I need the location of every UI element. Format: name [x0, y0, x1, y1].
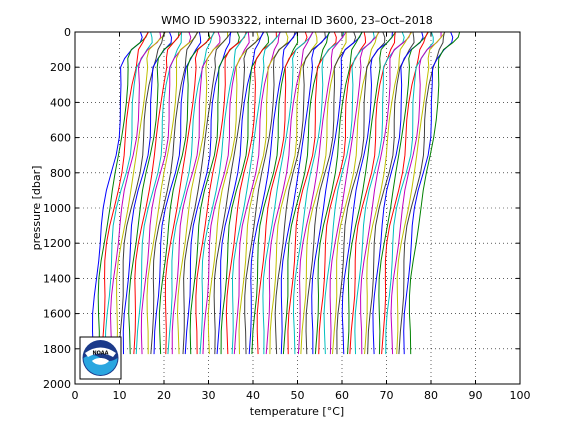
- profile-line: [199, 31, 248, 355]
- y-tick-label: 1600: [43, 308, 71, 321]
- profile-line: [207, 31, 259, 355]
- axis-ticks: [74, 31, 521, 385]
- noaa-logo-text: NOAA: [92, 351, 108, 357]
- profile-line: [364, 31, 413, 355]
- y-tick-label: 1400: [43, 272, 71, 285]
- profile-line: [354, 31, 405, 355]
- x-tick-label: 100: [510, 389, 531, 402]
- profile-line: [233, 31, 281, 355]
- profile-line: [244, 31, 296, 355]
- profile-line: [133, 31, 183, 355]
- profile-line: [282, 31, 330, 355]
- profile-line: [184, 31, 232, 355]
- profile-line: [408, 31, 461, 355]
- profile-line: [398, 31, 445, 355]
- y-tick-label: 800: [50, 167, 71, 180]
- y-tick-label: 600: [50, 132, 71, 145]
- profile-line: [248, 31, 298, 355]
- profile-line: [92, 31, 143, 355]
- profile-line: [146, 31, 198, 355]
- profile-line: [331, 31, 379, 355]
- profile-line: [128, 31, 180, 355]
- profile-line: [116, 31, 166, 355]
- profile-line: [323, 31, 375, 355]
- profile-line: [140, 31, 192, 355]
- chart-title: WMO ID 5903322, internal ID 3600, 23–Oct…: [161, 14, 433, 27]
- profile-line: [280, 31, 331, 355]
- profile-line: [176, 31, 229, 355]
- profile-line: [305, 31, 357, 355]
- profile-line: [390, 31, 442, 355]
- profile-line: [262, 31, 314, 355]
- profile-line: [225, 31, 277, 355]
- profile-line: [158, 31, 211, 355]
- x-axis-label: temperature [°C]: [250, 405, 344, 418]
- profile-line: [314, 31, 363, 355]
- y-tick-label: 1200: [43, 237, 71, 250]
- x-tick-label: 10: [113, 389, 127, 402]
- y-tick-labels: 0 200 400 600 800 1000 1200 1400 1600 1800 2000: [43, 26, 71, 391]
- profile-line: [251, 31, 299, 355]
- x-tick-label: 50: [291, 389, 305, 402]
- x-tick-label: 20: [157, 389, 171, 402]
- profile-line: [231, 31, 281, 355]
- y-tick-label: 1800: [43, 343, 71, 356]
- profile-line: [164, 31, 216, 355]
- profile-line: [349, 31, 396, 355]
- y-tick-label: 0: [64, 26, 71, 39]
- profile-line: [378, 31, 429, 355]
- profile-line: [360, 31, 412, 355]
- noaa-logo: NOAA: [79, 336, 122, 380]
- x-tick-label: 0: [72, 389, 79, 402]
- x-tick-labels: 0 10 20 30 40 50 60 70 80 90 100: [72, 389, 531, 402]
- profile-line: [347, 31, 397, 355]
- y-tick-label: 2000: [43, 378, 71, 391]
- profile-line: [300, 31, 347, 355]
- profile-line: [150, 31, 199, 355]
- x-tick-label: 40: [246, 389, 260, 402]
- profile-line: [292, 31, 345, 355]
- profile-line: [265, 31, 314, 355]
- profile-line: [341, 31, 393, 355]
- profile-line: [195, 31, 247, 355]
- x-tick-label: 30: [202, 389, 216, 402]
- profile-line: [381, 31, 429, 355]
- x-tick-label: 80: [424, 389, 438, 402]
- y-tick-label: 200: [50, 61, 71, 74]
- x-tick-label: 90: [469, 389, 483, 402]
- profile-line: [135, 31, 183, 355]
- profile-lines: [92, 31, 461, 355]
- profile-line: [372, 31, 424, 355]
- y-axis-label: pressure [dbar]: [30, 166, 43, 251]
- profile-line: [167, 31, 215, 355]
- profile-line: [118, 31, 166, 355]
- profile-line: [216, 31, 264, 355]
- profile-line: [97, 31, 149, 355]
- profile-line: [274, 31, 326, 355]
- profile-line: [202, 31, 250, 355]
- profile-line: [109, 31, 162, 355]
- profile-line: [396, 31, 446, 355]
- x-tick-label: 60: [335, 389, 349, 402]
- profile-line: [329, 31, 380, 355]
- y-tick-label: 400: [50, 96, 71, 109]
- profile-line: [213, 31, 265, 355]
- profile-line: [256, 31, 308, 355]
- x-tick-label: 70: [380, 389, 394, 402]
- profile-line: [297, 31, 347, 355]
- profile-line: [182, 31, 232, 355]
- profile-line: [311, 31, 363, 355]
- profile-line: [101, 31, 149, 355]
- y-tick-label: 1000: [43, 202, 71, 215]
